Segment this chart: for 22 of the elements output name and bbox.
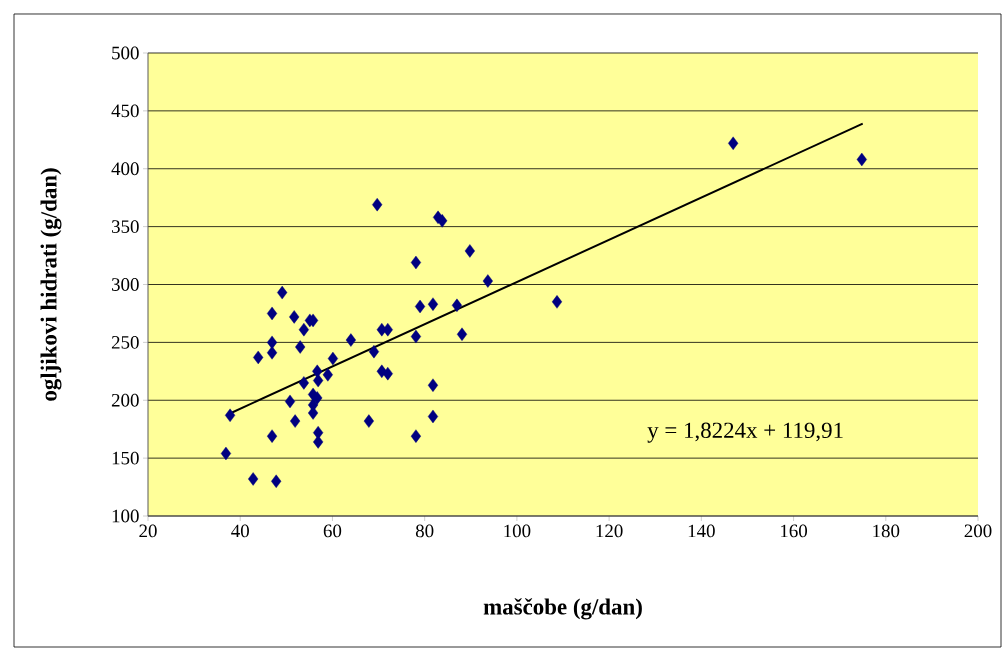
y-tick-label: 350 <box>111 220 139 234</box>
x-axis-title: maščobe (g/dan) <box>483 598 642 620</box>
x-tick-label: 100 <box>504 524 531 538</box>
y-tick-label: 250 <box>111 336 139 349</box>
y-tick-label: 150 <box>112 451 139 465</box>
y-tick-label: 400 <box>111 162 139 176</box>
y-tick-label: 300 <box>111 278 139 291</box>
annotation: y = 1,8224x + 119,91 <box>647 422 843 443</box>
x-tick-label: 20 <box>139 524 157 538</box>
y-tick-label: 450 <box>111 104 139 118</box>
y-tick-label: 500 <box>112 46 139 60</box>
y-tick-label: 100 <box>112 509 139 523</box>
x-tick-label: 160 <box>781 524 808 538</box>
x-tick-label: 120 <box>596 524 623 538</box>
y-tick-label: 200 <box>111 393 139 407</box>
x-tick-label: 60 <box>323 524 342 538</box>
x-tick-label: 140 <box>688 524 715 538</box>
x-tick-label: 40 <box>231 524 249 538</box>
x-tick-label: 200 <box>964 524 992 538</box>
x-tick-label: 180 <box>873 524 900 538</box>
y-axis-title: ogljikovi hidrati (g/dan) <box>40 168 62 401</box>
x-tick-label: 80 <box>415 524 434 538</box>
